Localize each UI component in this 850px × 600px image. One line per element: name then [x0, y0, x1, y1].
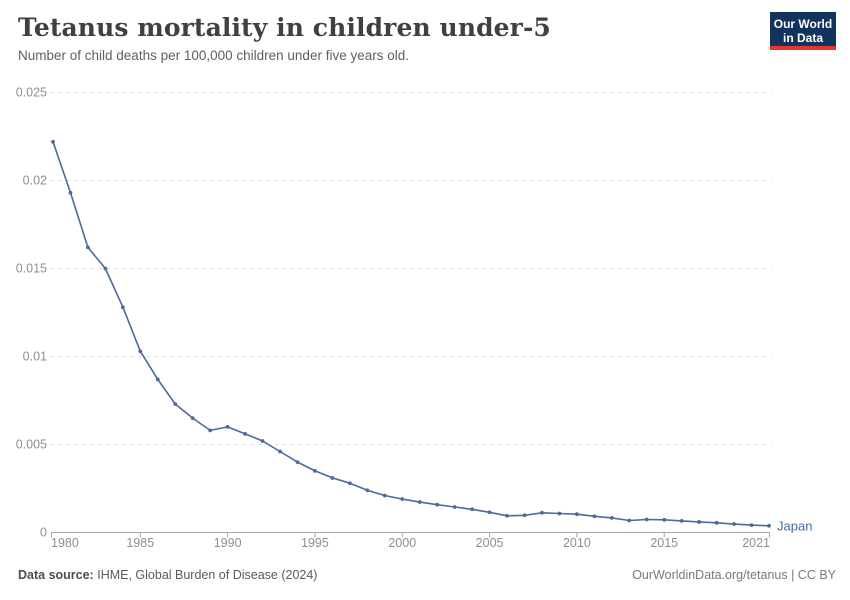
- data-point[interactable]: [138, 349, 143, 354]
- data-point[interactable]: [120, 305, 125, 310]
- y-tick-label: 0: [40, 526, 47, 540]
- y-tick-label: 0.02: [23, 174, 47, 188]
- x-tick-label: 2005: [476, 536, 504, 550]
- chart-footer: Data source: IHME, Global Burden of Dise…: [18, 568, 836, 582]
- footer-license: OurWorldinData.org/tetanus | CC BY: [632, 568, 836, 582]
- y-tick-labels: 0 0.005 0.01 0.015 0.02 0.025: [16, 86, 47, 540]
- data-point[interactable]: [330, 476, 335, 480]
- x-tick-label: 2010: [563, 536, 591, 550]
- owid-logo-background: [770, 12, 836, 50]
- x-tick-label: 1980: [51, 536, 79, 550]
- data-point[interactable]: [452, 505, 457, 509]
- data-point[interactable]: [487, 510, 492, 515]
- data-point[interactable]: [260, 439, 265, 443]
- x-tick-label: 2021: [742, 536, 770, 550]
- y-gridlines: [51, 92, 772, 445]
- data-point[interactable]: [609, 515, 614, 520]
- data-point[interactable]: [347, 481, 352, 486]
- data-point[interactable]: [103, 266, 108, 271]
- x-tick-label: 2015: [650, 536, 678, 550]
- data-point[interactable]: [295, 460, 300, 464]
- data-point[interactable]: [243, 432, 247, 436]
- data-point[interactable]: [470, 507, 475, 512]
- data-point[interactable]: [435, 502, 440, 507]
- data-point[interactable]: [714, 520, 719, 525]
- chart-subtitle: Number of child deaths per 100,000 child…: [18, 48, 409, 63]
- owid-logo-red-bar: [770, 46, 836, 50]
- data-point[interactable]: [208, 428, 213, 433]
- data-point[interactable]: [662, 517, 667, 522]
- data-point[interactable]: [557, 511, 562, 516]
- data-source-text: IHME, Global Burden of Disease (2024): [97, 568, 318, 582]
- owid-logo[interactable]: Our World in Data: [770, 12, 836, 50]
- data-point[interactable]: [767, 523, 771, 528]
- data-point[interactable]: [592, 514, 597, 519]
- data-point[interactable]: [190, 416, 195, 420]
- owid-logo-text-line1: Our World: [773, 17, 833, 31]
- data-point[interactable]: [644, 517, 649, 522]
- data-point[interactable]: [679, 518, 684, 523]
- data-point[interactable]: [575, 512, 579, 517]
- y-tick-label: 0.01: [23, 350, 47, 364]
- data-point[interactable]: [540, 510, 544, 515]
- data-point[interactable]: [86, 245, 90, 250]
- data-point[interactable]: [382, 493, 387, 498]
- data-point[interactable]: [627, 518, 632, 523]
- data-points[interactable]: [51, 139, 771, 528]
- y-tick-label: 0.015: [16, 262, 47, 276]
- data-point[interactable]: [155, 377, 160, 382]
- data-point[interactable]: [732, 522, 736, 526]
- series-label-japan[interactable]: Japan: [777, 518, 812, 533]
- data-point[interactable]: [51, 139, 55, 144]
- y-tick-label: 0.025: [16, 86, 47, 100]
- x-tick-label: 1985: [126, 536, 154, 550]
- data-point[interactable]: [68, 190, 73, 195]
- x-tick-label: 1995: [301, 536, 329, 550]
- owid-logo-text-line2: in Data: [782, 31, 823, 45]
- data-point[interactable]: [173, 402, 178, 406]
- data-point[interactable]: [505, 513, 509, 518]
- footer-source: Data source: IHME, Global Burden of Dise…: [18, 568, 317, 582]
- data-point[interactable]: [522, 513, 527, 518]
- data-point[interactable]: [417, 500, 422, 504]
- x-tick-label: 1990: [214, 536, 242, 550]
- data-point[interactable]: [225, 425, 230, 429]
- y-tick-label: 0.005: [16, 438, 47, 452]
- data-line-japan[interactable]: [52, 141, 770, 527]
- data-point[interactable]: [400, 497, 405, 501]
- data-point[interactable]: [365, 488, 370, 493]
- data-point[interactable]: [697, 520, 702, 524]
- data-point[interactable]: [313, 469, 317, 473]
- x-tick-label: 2000: [388, 536, 416, 550]
- data-point[interactable]: [278, 449, 282, 454]
- data-source-label: Data source:: [18, 568, 94, 582]
- x-axis: 1980 1985 1990 1995 2000 2005 2010 2015 2021: [51, 532, 770, 550]
- data-point[interactable]: [749, 523, 754, 528]
- chart-title: Tetanus mortality in children under-5: [18, 13, 551, 42]
